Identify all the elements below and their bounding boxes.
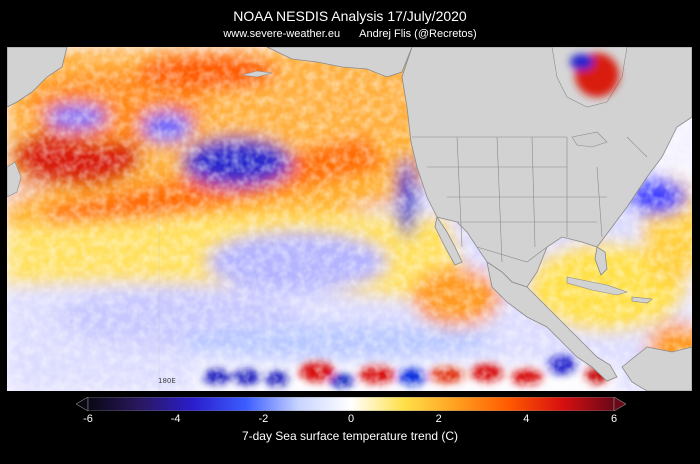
colorbar-tick-label: -6	[83, 413, 93, 425]
colorbar	[75, 396, 627, 412]
alaska-land	[241, 47, 413, 78]
asia-land	[7, 47, 68, 198]
colorbar-tick-label: 6	[610, 413, 618, 425]
colorbar-tick-label: 4	[523, 413, 530, 425]
colorbar-right-extension	[613, 396, 627, 412]
colorbar-ticks: -6 -4 -2 0 2 4 6	[0, 413, 700, 427]
colorbar-tick-label: 0	[347, 413, 355, 425]
map-subtitle: www.severe-weather.eu Andrej Flis (@Recr…	[0, 28, 700, 40]
meridian-label: 180E	[158, 377, 176, 385]
map-title: NOAA NESDIS Analysis 17/July/2020	[233, 8, 467, 24]
website-credit: www.severe-weather.eu	[223, 28, 341, 40]
colorbar-tick-label: -4	[170, 413, 181, 425]
colorbar-left-extension	[75, 396, 89, 412]
political-borders	[412, 136, 648, 263]
author-credit: Andrej Flis (@Recretos)	[359, 28, 477, 40]
hudson-bay-sst	[570, 53, 619, 97]
colorbar-tick-label: 2	[435, 413, 442, 425]
colorbar-gradient	[87, 396, 615, 412]
colorbar-tick-label: -2	[258, 413, 269, 425]
sst-trend-map: 180E	[7, 47, 692, 391]
colorbar-label: 7-day Sea surface temperature trend (C)	[241, 429, 459, 443]
